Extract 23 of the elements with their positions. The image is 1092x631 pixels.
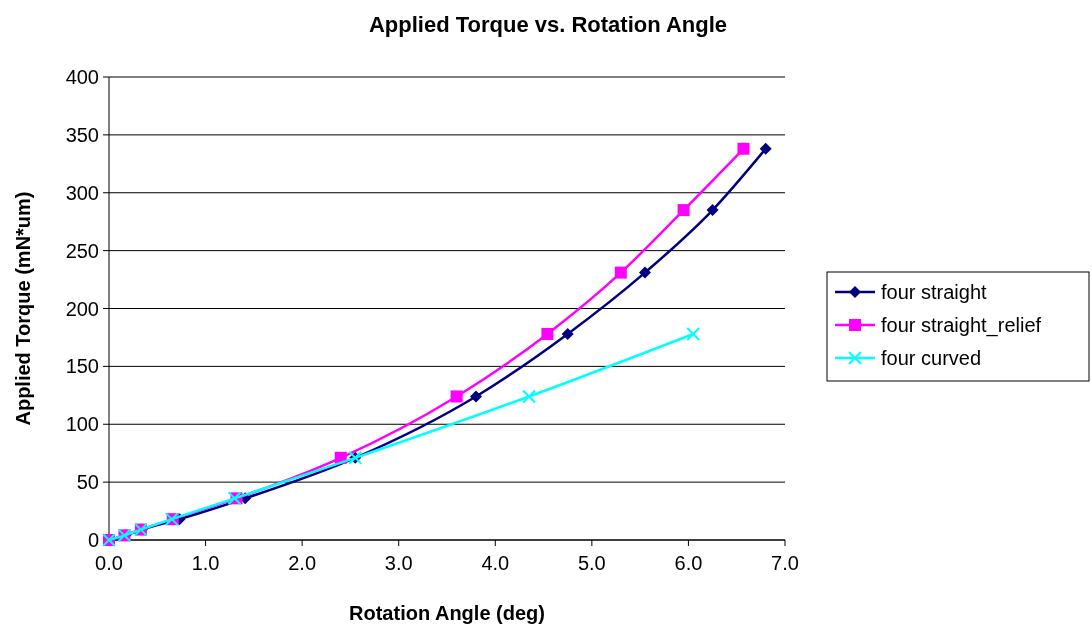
legend-label: four straight_relief (881, 314, 1042, 337)
y-axis-title: Applied Torque (mN*um) (12, 191, 34, 426)
y-tick-label: 350 (65, 123, 99, 146)
legend-label: four curved (881, 347, 982, 369)
chart-title: Applied Torque vs. Rotation Angle (368, 12, 728, 37)
x-axis-title: Rotation Angle (deg) (349, 602, 545, 624)
x-tick-label: 4.0 (481, 552, 510, 574)
y-tick-label: 100 (65, 413, 99, 436)
x-tick-label: 2.0 (288, 552, 317, 574)
y-tick-label: 400 (65, 66, 99, 88)
x-tick-label: 3.0 (384, 552, 413, 574)
y-tick-label: 250 (65, 239, 99, 262)
y-tick-label: 300 (65, 181, 99, 204)
y-tick-label: 150 (65, 355, 99, 378)
x-tick-label: 1.0 (191, 552, 220, 574)
x-tick-label: 5.0 (577, 552, 606, 574)
y-tick-label: 50 (76, 471, 99, 494)
y-tick-label: 0 (87, 529, 99, 551)
x-tick-label: 6.0 (674, 552, 703, 574)
x-tick-label: 0.0 (95, 552, 123, 574)
legend-label: four straight (881, 281, 988, 303)
x-tick-label: 7.0 (771, 552, 799, 574)
y-tick-label: 200 (65, 297, 99, 320)
